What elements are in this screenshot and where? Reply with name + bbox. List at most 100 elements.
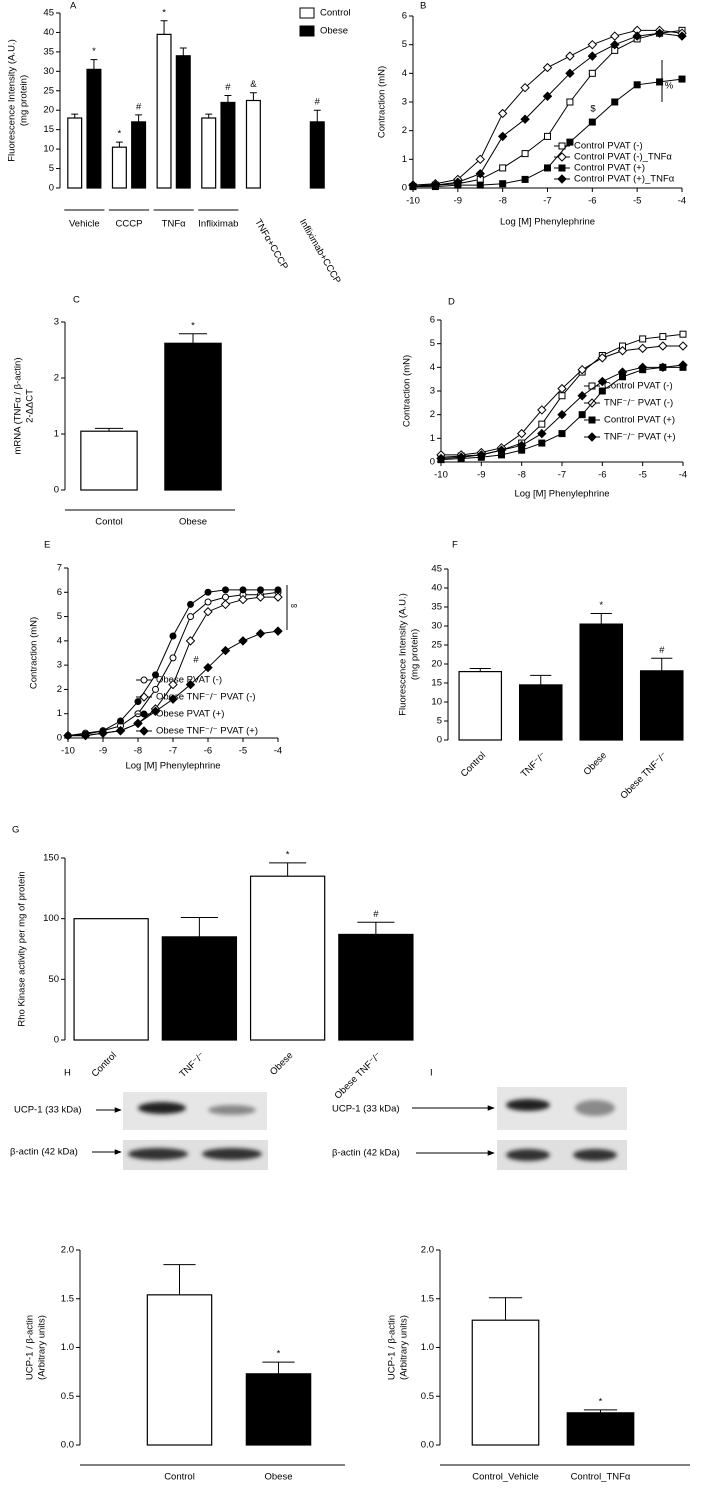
blots-h (92, 1092, 268, 1170)
x-tick-label: -5 (239, 746, 247, 757)
error-bar (249, 92, 257, 101)
marker (544, 132, 551, 140)
y-tick-label: 3 (402, 97, 407, 108)
y-tick-label: 3 (54, 317, 59, 328)
marker (617, 367, 628, 377)
significance-mark: * (599, 1396, 603, 1407)
marker (537, 405, 547, 415)
y-axis-label: UCP-1 / β-actin (387, 1315, 398, 1380)
marker (544, 164, 551, 172)
significance-mark: * (599, 600, 603, 611)
error-bar (179, 47, 187, 56)
marker (588, 69, 596, 77)
error-bar (90, 59, 98, 70)
marker (542, 62, 553, 73)
panel-letter: B (420, 1, 426, 12)
y-tick-label: 0.0 (421, 1440, 434, 1451)
bar (146, 1294, 213, 1446)
y-axis-label: 2-ΔΔCT (25, 389, 36, 423)
bar (164, 342, 222, 491)
blot-label: UCP-1 (33 kDa) (332, 1104, 400, 1115)
error-bar (163, 1264, 196, 1295)
marker (133, 718, 143, 729)
legend-label: Control PVAT (-) (574, 141, 643, 152)
error-bar (488, 1297, 523, 1321)
marker (63, 730, 73, 741)
marker (637, 343, 648, 354)
blot-label: β-actin (42 kDa) (10, 1147, 78, 1158)
bar (86, 68, 102, 189)
marker (557, 409, 567, 420)
marker (520, 114, 530, 124)
y-tick-label: 5 (402, 39, 407, 50)
y-tick-label: 1 (54, 429, 59, 440)
bar (579, 623, 624, 741)
marker (220, 645, 231, 656)
x-tick-label: -4 (679, 470, 687, 481)
legend-label: Control PVAT (-) (604, 381, 673, 392)
panel-letter: D (448, 297, 455, 308)
error-bar (262, 1361, 295, 1374)
legend-label: Obese PVAT (+) (156, 709, 224, 720)
y-tick-label: 15 (43, 124, 54, 135)
y-tick-label: 4 (402, 68, 407, 79)
legend-marker (140, 710, 148, 718)
marker (521, 150, 529, 158)
marker (238, 636, 248, 646)
y-axis-label: (Arbitrary units) (399, 1315, 410, 1380)
marker (238, 594, 248, 605)
x-tick-label: -4 (678, 196, 686, 207)
marker (521, 175, 529, 183)
y-tick-label: 2.0 (421, 1245, 434, 1256)
y-tick-label: 0 (437, 735, 442, 746)
y-tick-label: 45 (431, 564, 442, 575)
significance-mark: # (373, 909, 379, 920)
x-tick-label: Obese (265, 1472, 293, 1483)
panel-letter: H (64, 1068, 71, 1079)
bar (201, 117, 217, 189)
marker (577, 364, 587, 375)
error-bar (115, 141, 123, 148)
legend-label: Control PVAT (+)_TNFα (574, 174, 675, 185)
bar (111, 146, 127, 189)
marker (117, 717, 124, 725)
panel-letter: A (70, 1, 77, 12)
marker (577, 391, 587, 401)
y-tick-label: 0 (54, 485, 59, 496)
y-tick-label: 1 (430, 433, 435, 444)
marker (658, 341, 668, 351)
marker (152, 685, 159, 693)
error-bar (269, 862, 307, 877)
marker (520, 82, 530, 93)
marker (185, 679, 196, 690)
marker (537, 428, 547, 439)
bar (471, 1319, 540, 1446)
y-axis-label: Contraction (mN) (29, 617, 40, 689)
legend-label: Control PVAT (-)_TNFα (574, 152, 672, 163)
error-bar (357, 921, 395, 935)
marker (255, 628, 266, 639)
marker (152, 671, 159, 679)
x-tick-label: -6 (588, 196, 596, 207)
y-tick-label: 15 (431, 678, 442, 689)
error-bar (590, 612, 612, 625)
marker (408, 180, 418, 190)
y-tick-label: 45 (43, 8, 54, 19)
x-tick-label: -10 (61, 746, 75, 757)
legend-label: Obese TNF⁻/⁻ PVAT (+) (156, 726, 258, 737)
significance-mark: * (286, 849, 290, 860)
x-tick-label: TNF⁻/⁻ (519, 750, 549, 780)
marker (150, 706, 161, 716)
y-axis-label: Rho Kinase activity per mg of protein (17, 871, 28, 1026)
y-tick-label: 2 (430, 409, 435, 420)
marker (499, 164, 507, 172)
marker (677, 31, 687, 41)
marker (257, 586, 264, 594)
legend-marker (588, 382, 596, 390)
error-bar (651, 657, 673, 671)
marker (436, 453, 446, 464)
bar (518, 684, 563, 741)
bar (566, 1412, 635, 1446)
marker (678, 360, 688, 370)
panel-letter: I (430, 1068, 433, 1079)
